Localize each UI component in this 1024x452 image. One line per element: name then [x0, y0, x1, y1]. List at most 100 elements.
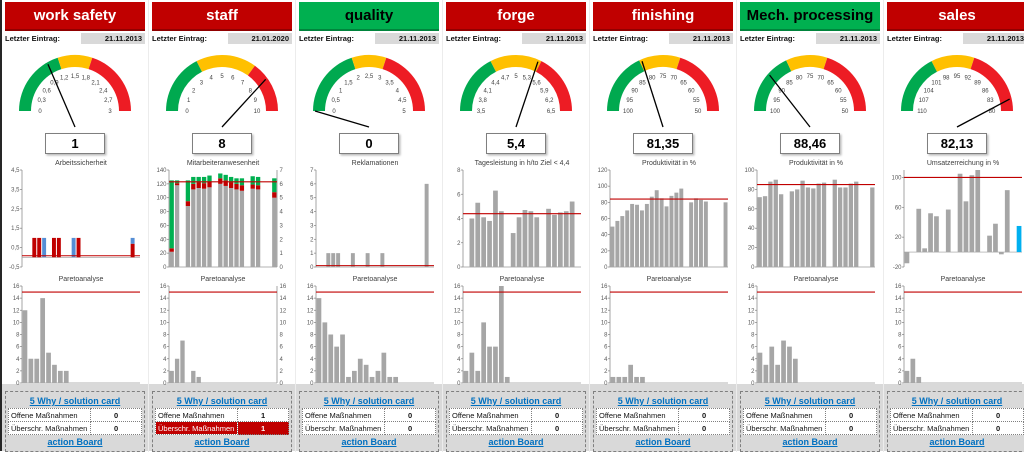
- svg-text:8: 8: [604, 333, 608, 339]
- svg-text:8: 8: [310, 333, 314, 339]
- svg-text:50: 50: [842, 109, 849, 115]
- svg-text:80: 80: [796, 76, 803, 82]
- overdue-measures-label: Überschr. Maßnahmen: [595, 421, 680, 435]
- svg-text:7: 7: [280, 168, 284, 174]
- action-board-link[interactable]: action Board: [194, 437, 250, 447]
- svg-text:1,5: 1,5: [11, 226, 20, 232]
- svg-text:Produktivität in %: Produktivität in %: [642, 160, 696, 167]
- svg-text:6: 6: [231, 76, 235, 82]
- five-why-link[interactable]: 5 Why / solution card: [617, 396, 709, 406]
- svg-text:0: 0: [163, 381, 167, 387]
- pareto-chart: Paretoanalyse 0 2 4 6 8 10 12 14 16: [740, 273, 880, 389]
- five-why-link[interactable]: 5 Why / solution card: [176, 396, 268, 406]
- panel-header: forge: [446, 2, 586, 31]
- open-measures-label: Offene Maßnahmen: [742, 408, 827, 422]
- svg-text:60: 60: [748, 207, 755, 213]
- svg-text:10: 10: [895, 320, 902, 326]
- svg-text:16: 16: [280, 284, 287, 290]
- svg-text:1,2: 1,2: [60, 76, 69, 82]
- svg-text:Reklamationen: Reklamationen: [352, 160, 399, 167]
- last-entry-date: 21.11.2013: [375, 32, 439, 44]
- svg-text:14: 14: [13, 296, 20, 302]
- svg-text:55: 55: [693, 98, 700, 104]
- svg-text:Produktivität in %: Produktivität in %: [789, 160, 843, 167]
- svg-text:14: 14: [895, 296, 902, 302]
- kpi-gauge: 0 0,5 1 1,5 2 2,5 3 3,5 4 4,5 5: [299, 45, 439, 133]
- action-board-link[interactable]: action Board: [929, 437, 985, 447]
- last-entry-label: Letzter Eintrag:: [152, 33, 208, 43]
- svg-text:4: 4: [210, 76, 214, 82]
- svg-text:40: 40: [748, 226, 755, 232]
- pareto-chart-canvas: Paretoanalyse 0 2 4 6 8 10 12 14 16: [601, 276, 728, 387]
- svg-text:5: 5: [310, 196, 314, 202]
- kpi-value: 81,35: [633, 133, 693, 154]
- kpi-panel: sales Letzter Eintrag: 21.11.2013 110 107…: [884, 0, 1024, 452]
- svg-text:0: 0: [280, 381, 284, 387]
- svg-text:16: 16: [454, 284, 461, 290]
- action-board-link[interactable]: action Board: [635, 437, 691, 447]
- kpi-value: 82,13: [927, 133, 987, 154]
- action-board-link[interactable]: action Board: [47, 437, 103, 447]
- svg-text:75: 75: [807, 74, 814, 80]
- svg-text:14: 14: [160, 296, 167, 302]
- action-board-link[interactable]: action Board: [782, 437, 838, 447]
- svg-text:8: 8: [280, 333, 284, 339]
- last-entry-label: Letzter Eintrag:: [446, 33, 502, 43]
- svg-text:3,5: 3,5: [477, 109, 486, 115]
- svg-text:5: 5: [280, 196, 284, 202]
- kpi-panel: forge Letzter Eintrag: 21.11.2013 3,5 3,8…: [443, 0, 590, 452]
- kpi-value-row: 82,13: [887, 133, 1024, 157]
- svg-text:6: 6: [898, 345, 902, 351]
- svg-text:100: 100: [623, 109, 634, 115]
- open-measures-row: Offene Maßnahmen 0: [889, 408, 1024, 422]
- svg-text:Umsatzerreichung in %: Umsatzerreichung in %: [927, 160, 999, 167]
- pareto-chart: Paretoanalyse 0 2 4 6 8 10 12 14 16: [593, 273, 733, 389]
- svg-text:Paretoanalyse: Paretoanalyse: [59, 276, 104, 283]
- svg-text:100: 100: [891, 175, 902, 181]
- svg-text:0: 0: [751, 381, 755, 387]
- trend-chart-canvas: Produktivität in % 0 20 40 60 80 100 120: [597, 160, 728, 271]
- overdue-measures-value: 0: [678, 421, 730, 435]
- action-board-link[interactable]: action Board: [488, 437, 544, 447]
- svg-text:6: 6: [16, 345, 20, 351]
- svg-text:0: 0: [332, 109, 336, 115]
- svg-text:8: 8: [249, 88, 253, 94]
- five-why-link[interactable]: 5 Why / solution card: [29, 396, 121, 406]
- open-measures-row: Offene Maßnahmen 0: [448, 408, 583, 422]
- five-why-link[interactable]: 5 Why / solution card: [470, 396, 562, 406]
- pareto-chart-canvas: Paretoanalyse 0 2 4 6 8 10 12 14 16: [307, 276, 434, 387]
- last-entry-date: 21.11.2013: [669, 32, 733, 44]
- svg-text:0: 0: [163, 265, 167, 271]
- svg-text:Paretoanalyse: Paretoanalyse: [353, 276, 398, 283]
- trend-chart-canvas: Tagesleistung in h/to Ziel < 4,4 0 2 4 6 8: [457, 160, 581, 271]
- five-why-link[interactable]: 5 Why / solution card: [764, 396, 856, 406]
- svg-text:60: 60: [895, 205, 902, 211]
- svg-text:12: 12: [280, 308, 287, 314]
- panel-header: finishing: [593, 2, 733, 31]
- panel-header: quality: [299, 2, 439, 31]
- svg-text:8: 8: [751, 333, 755, 339]
- measures-table: Offene Maßnahmen 0 Überschr. Maßnahmen 0: [889, 408, 1024, 435]
- overdue-measures-value: 0: [972, 421, 1024, 435]
- svg-text:1,5: 1,5: [344, 81, 353, 87]
- trend-chart-canvas: Produktivität in % 0 20 40 60 80 100: [744, 160, 875, 271]
- open-measures-row: Offene Maßnahmen 0: [301, 408, 436, 422]
- overdue-measures-label: Überschr. Maßnahmen: [154, 421, 239, 435]
- svg-text:2: 2: [604, 369, 608, 375]
- five-why-link[interactable]: 5 Why / solution card: [911, 396, 1003, 406]
- svg-text:14: 14: [601, 296, 608, 302]
- svg-text:100: 100: [597, 184, 608, 190]
- svg-text:20: 20: [160, 251, 167, 257]
- trend-chart: Umsatzerreichung in % -20 20 60 100: [887, 157, 1024, 273]
- kpi-value: 0: [339, 133, 399, 154]
- svg-text:0: 0: [604, 381, 608, 387]
- svg-text:4,7: 4,7: [501, 76, 510, 82]
- svg-text:0,9: 0,9: [50, 81, 59, 87]
- action-board-link[interactable]: action Board: [341, 437, 397, 447]
- five-why-link[interactable]: 5 Why / solution card: [323, 396, 415, 406]
- trend-chart: Tagesleistung in h/to Ziel < 4,4 0 2 4 6 8: [446, 157, 586, 273]
- svg-text:95: 95: [626, 98, 633, 104]
- trend-chart-canvas: Mitarbeiteranwesenheit020406080100120140…: [156, 160, 284, 271]
